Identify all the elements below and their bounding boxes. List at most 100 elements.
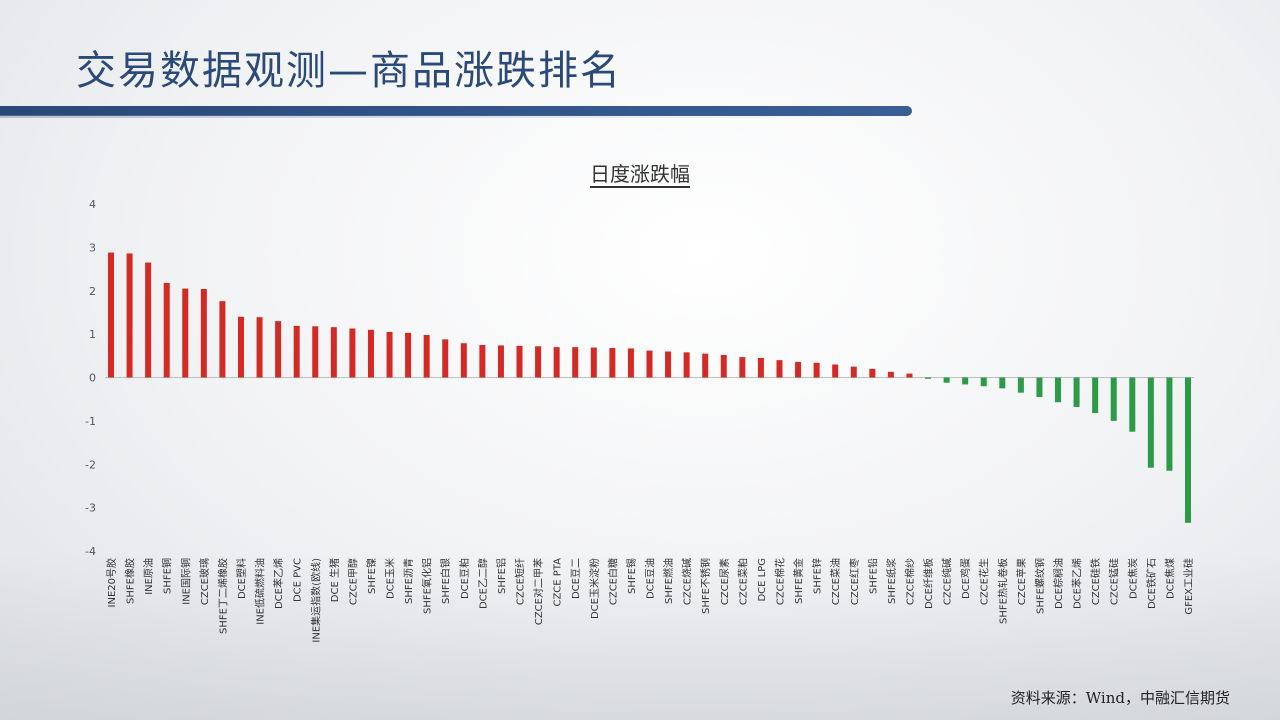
y-tick-label: 1 — [89, 328, 96, 341]
x-tick-label: CZCE甲醇 — [346, 558, 359, 605]
bar — [293, 325, 300, 378]
x-tick-label: SHFE燃油 — [662, 558, 675, 604]
bar — [275, 321, 282, 378]
bar — [1185, 377, 1191, 523]
page-title: 交易数据观测—商品涨跌排名 — [76, 48, 622, 94]
bar — [739, 357, 746, 378]
x-tick-label: CZCE尿素 — [718, 558, 731, 605]
bar — [702, 353, 709, 378]
x-tick-label: DCE玉米淀粉 — [588, 558, 601, 619]
x-tick-label: CZCE玻璃 — [198, 558, 211, 605]
x-tick-label: SHFE丁二烯橡胶 — [216, 558, 229, 634]
bar — [590, 347, 597, 378]
y-tick-label: 3 — [89, 241, 96, 254]
bar — [535, 346, 542, 378]
bar — [163, 282, 170, 378]
bar — [1166, 377, 1173, 471]
bar — [349, 328, 356, 378]
bar — [1110, 377, 1117, 421]
y-tick-label: -1 — [85, 415, 96, 428]
bar — [312, 326, 319, 378]
x-tick-label: SHFE白银 — [439, 558, 452, 604]
bar — [683, 352, 690, 378]
bar — [757, 357, 764, 378]
x-tick-label: DCE苯乙烯 — [272, 558, 285, 609]
y-tick-label: 2 — [89, 285, 96, 298]
title-bar-shadow — [0, 115, 900, 118]
bar — [999, 377, 1006, 389]
chart-title: 日度涨跌幅 — [0, 158, 1280, 187]
x-tick-label: DCE棕榈油 — [1052, 558, 1065, 609]
y-tick-label: -4 — [85, 545, 96, 558]
x-tick-label: DCE鸡蛋 — [959, 558, 972, 599]
x-tick-label: SHFE镍 — [365, 558, 378, 594]
bar — [795, 361, 802, 378]
x-tick-label: CZCE纯碱 — [941, 558, 954, 605]
bar — [813, 362, 820, 378]
bar — [646, 350, 653, 378]
bar — [627, 348, 634, 378]
bar — [497, 345, 504, 378]
y-tick-label: -3 — [85, 502, 96, 515]
bar — [980, 377, 987, 387]
x-tick-label: DCE苯乙烯 — [1071, 558, 1084, 609]
x-tick-label: CZCE棉花 — [773, 558, 786, 605]
x-tick-label: CZCE花生 — [978, 558, 991, 605]
x-tick-label: CZCE烧碱 — [681, 558, 694, 605]
x-tick-label: SHFE铜 — [162, 558, 174, 594]
bar — [1129, 377, 1136, 432]
x-tick-label: SHFE沥青 — [402, 558, 415, 604]
bar — [832, 364, 839, 378]
x-tick-label: SHFE黄金 — [792, 558, 805, 604]
bar — [1092, 377, 1099, 414]
bar — [182, 288, 189, 378]
x-tick-label: DCE塑料 — [235, 558, 248, 599]
bar — [442, 339, 449, 378]
bar — [962, 377, 969, 385]
bar — [256, 317, 263, 378]
bar — [237, 316, 244, 378]
bar — [200, 289, 207, 378]
x-tick-label: SHFE锌 — [811, 558, 824, 594]
bar — [405, 332, 412, 378]
x-tick-label: DCE LPG — [757, 558, 768, 602]
bar — [516, 345, 523, 378]
x-tick-label: CZCE菜粕 — [736, 558, 749, 605]
x-tick-label: CZCE棉纱 — [903, 558, 916, 605]
x-tick-label: INE国际铜 — [180, 558, 192, 605]
x-tick-label: INE20号胶 — [105, 558, 118, 607]
bar — [906, 373, 913, 378]
source-note: 资料来源：Wind，中融汇信期货 — [1010, 689, 1230, 707]
x-tick-label: SHFE螺纹钢 — [1033, 558, 1046, 614]
x-tick-label: INE集运指数(欧线) — [309, 558, 322, 643]
x-tick-label: INE原油 — [142, 558, 155, 595]
bar — [1036, 377, 1043, 398]
bar — [609, 348, 616, 378]
bar — [386, 331, 393, 378]
x-tick-label: DCE焦炭 — [1126, 558, 1139, 599]
bar — [1073, 377, 1080, 407]
background-floor — [0, 550, 1280, 720]
x-tick-label: SHFE锡 — [625, 558, 638, 594]
x-tick-label: CZCE硅铁 — [1089, 558, 1102, 605]
bar — [553, 347, 560, 378]
bar — [776, 360, 783, 378]
bar — [145, 262, 152, 378]
x-tick-label: GFEX工业硅 — [1182, 558, 1195, 615]
x-tick-label: DCE豆粕 — [458, 558, 471, 599]
bar — [887, 371, 894, 378]
bar — [126, 253, 133, 378]
x-tick-label: DCE乙二醇 — [476, 558, 489, 609]
bar — [479, 344, 486, 378]
x-tick-label: SHFE铅 — [866, 558, 879, 594]
y-tick-label: 0 — [89, 372, 96, 385]
x-tick-label: SHFE不锈钢 — [699, 558, 712, 614]
bar — [665, 351, 672, 378]
bar — [1147, 377, 1154, 468]
x-tick-label: DCE焦煤 — [1163, 558, 1176, 599]
bar — [1017, 377, 1024, 393]
x-tick-label: CZCE白糖 — [606, 558, 619, 605]
bar — [460, 343, 467, 378]
x-tick-label: DCE玉米 — [384, 558, 397, 599]
bar — [219, 301, 226, 378]
